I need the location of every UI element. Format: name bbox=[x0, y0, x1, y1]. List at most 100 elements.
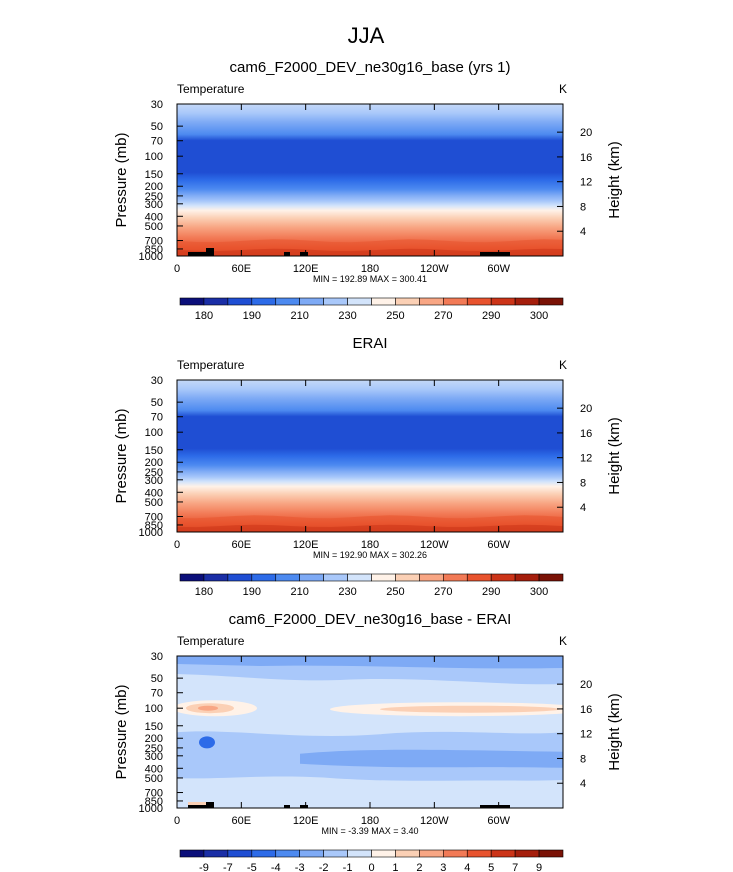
colorbar-segment bbox=[203, 297, 229, 306]
colorbar-label: 1 bbox=[392, 862, 398, 872]
colorbar-segment bbox=[227, 849, 253, 858]
topography bbox=[284, 252, 290, 256]
colorbar-label: -9 bbox=[199, 862, 209, 872]
colorbar-label: -1 bbox=[343, 862, 353, 872]
colorbar-segment bbox=[443, 573, 468, 582]
y2-axis-title: Height (km) bbox=[606, 141, 623, 219]
colorbar-segment bbox=[514, 849, 540, 858]
colorbar-segment bbox=[371, 849, 396, 858]
colorbar-segment bbox=[299, 849, 324, 858]
y-tick-label: 70 bbox=[151, 688, 163, 700]
colorbar-segment bbox=[395, 573, 420, 582]
x-tick-label: 60E bbox=[232, 815, 252, 827]
y-tick-label: 500 bbox=[145, 773, 163, 785]
y2-tick-label: 8 bbox=[580, 477, 586, 489]
colorbar-segment bbox=[538, 297, 564, 306]
y2-tick-label: 12 bbox=[580, 453, 592, 465]
y2-tick-label: 16 bbox=[580, 152, 592, 164]
y-tick-label: 70 bbox=[151, 412, 163, 424]
colorbar-segment bbox=[251, 573, 277, 582]
topography bbox=[300, 252, 308, 256]
colorbar-segment bbox=[419, 297, 444, 306]
y-tick-label: 200 bbox=[145, 457, 163, 469]
y2-tick-label: 16 bbox=[580, 428, 592, 440]
colorbar-label: 4 bbox=[464, 862, 470, 872]
y-tick-label: 150 bbox=[145, 169, 163, 181]
y2-tick-label: 20 bbox=[580, 127, 592, 139]
colorbar-segment bbox=[538, 573, 564, 582]
y-tick-label: 250 bbox=[145, 743, 163, 755]
topography bbox=[284, 805, 290, 808]
colorbar-label: 210 bbox=[291, 310, 309, 322]
surface-band bbox=[177, 780, 563, 808]
panel-3: cam6_F2000_DEV_ne30g16_base - ERAI Temper… bbox=[113, 611, 623, 872]
colorbar-segment bbox=[514, 297, 540, 306]
y-tick-label: 150 bbox=[145, 445, 163, 457]
colorbar-segment bbox=[179, 849, 205, 858]
x-tick-label: 180 bbox=[361, 539, 379, 551]
x-tick-label: 120W bbox=[420, 815, 449, 827]
topography bbox=[480, 252, 510, 256]
surface-warm bbox=[188, 802, 212, 806]
colorbar-label: -2 bbox=[319, 862, 329, 872]
colorbar-label: 180 bbox=[195, 310, 213, 322]
colorbar-segment bbox=[179, 297, 205, 306]
colorbar-label: -5 bbox=[247, 862, 257, 872]
colorbar-label: 190 bbox=[243, 586, 261, 598]
colorbar-segment bbox=[371, 297, 396, 306]
colorbar-label: 7 bbox=[512, 862, 518, 872]
minmax-label: MIN = 192.89 MAX = 300.41 bbox=[313, 274, 427, 284]
y2-axis-title: Height (km) bbox=[606, 417, 623, 495]
colorbar: 180 190 210 230 250 270 290 300 bbox=[179, 297, 564, 322]
panel-variable-label: Temperature bbox=[177, 358, 245, 372]
colorbar-segment bbox=[443, 849, 468, 858]
colorbar-segment bbox=[227, 573, 253, 582]
colorbar-label: -4 bbox=[271, 862, 281, 872]
gap-region bbox=[266, 705, 294, 718]
y-axis-title: Pressure (mb) bbox=[113, 684, 130, 779]
colorbar-label: 3 bbox=[440, 862, 446, 872]
colorbar-label: 250 bbox=[386, 586, 404, 598]
cold-anomaly bbox=[199, 736, 215, 749]
y-axis-title: Pressure (mb) bbox=[113, 132, 130, 227]
colorbar-segment bbox=[490, 849, 516, 858]
colorbar-label: 300 bbox=[530, 310, 548, 322]
colorbar-label: 290 bbox=[482, 586, 500, 598]
colorbar-segment bbox=[347, 297, 372, 306]
colorbar-segment bbox=[251, 849, 277, 858]
colorbar-label: 210 bbox=[291, 586, 309, 598]
colorbar-segment bbox=[275, 849, 300, 858]
field-background bbox=[177, 104, 563, 256]
colorbar-label: 270 bbox=[434, 586, 452, 598]
y2-tick-label: 8 bbox=[580, 201, 586, 213]
panel-title: cam6_F2000_DEV_ne30g16_base - ERAI bbox=[229, 611, 512, 628]
y-tick-label: 70 bbox=[151, 136, 163, 148]
x-tick-label: 120E bbox=[293, 539, 319, 551]
x-tick-label: 0 bbox=[174, 815, 180, 827]
topography bbox=[188, 805, 208, 808]
y-tick-label: 1000 bbox=[139, 251, 163, 263]
y-tick-label: 1000 bbox=[139, 527, 163, 539]
panel-1: cam6_F2000_DEV_ne30g16_base (yrs 1) Tempe… bbox=[113, 59, 623, 322]
colorbar-segment bbox=[203, 849, 229, 858]
topography bbox=[206, 248, 214, 256]
colorbar-segment bbox=[371, 573, 396, 582]
colorbar-segment bbox=[419, 849, 444, 858]
panel-units-label: K bbox=[559, 358, 567, 372]
colorbar-segment bbox=[466, 573, 492, 582]
x-tick-label: 180 bbox=[361, 815, 379, 827]
y-tick-label: 300 bbox=[145, 751, 163, 763]
colorbar-segment bbox=[538, 849, 564, 858]
panel-variable-label: Temperature bbox=[177, 82, 245, 96]
topography bbox=[188, 252, 208, 256]
y-tick-label: 300 bbox=[145, 199, 163, 211]
colorbar-label: 250 bbox=[386, 310, 404, 322]
y2-tick-label: 12 bbox=[580, 177, 592, 189]
colorbar-segment bbox=[275, 573, 300, 582]
y2-tick-label: 20 bbox=[580, 403, 592, 415]
x-tick-label: 60E bbox=[232, 263, 252, 275]
y-tick-label: 250 bbox=[145, 467, 163, 479]
y-tick-label: 100 bbox=[145, 427, 163, 439]
